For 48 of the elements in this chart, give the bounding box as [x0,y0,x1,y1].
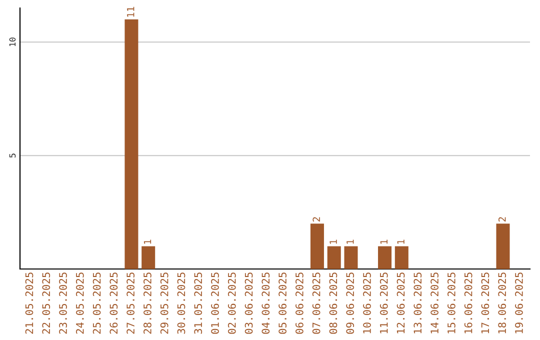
bar [310,224,324,269]
x-tick-label: 03.06.2025 [244,272,253,334]
data-label: 1 [380,240,388,244]
x-tick-label: 26.05.2025 [110,272,118,334]
x-tick-label: 11.06.2025 [380,272,388,334]
x-tick-label: 29.05.2025 [160,272,168,334]
data-label: 1 [346,240,354,244]
data-label: 1 [330,240,337,244]
x-tick-label: 15.06.2025 [447,272,456,334]
x-tick-label: 23.05.2025 [59,272,67,334]
bar [378,246,392,269]
data-label: 2 [498,217,506,222]
bar [124,19,138,269]
bar [142,246,156,269]
x-tick-label: 21.05.2025 [25,272,34,334]
x-tick-label: 01.06.2025 [211,272,219,334]
x-tick-label: 04.06.2025 [262,272,270,334]
x-tick-label: 08.06.2025 [329,272,338,334]
x-tick-label: 10.06.2025 [363,272,371,334]
y-tick-label: 10 [9,38,16,46]
data-label: 1 [144,240,152,244]
x-tick-label: 30.05.2025 [177,272,186,334]
x-tick-label: 05.06.2025 [278,272,286,334]
x-tick-label: 13.06.2025 [414,272,422,334]
data-label: 1 [397,240,404,244]
x-tick-label: 02.06.2025 [228,272,236,334]
data-label: 11 [127,6,134,17]
x-tick-label: 22.05.2025 [42,272,50,334]
x-tick-label: 09.06.2025 [346,272,354,334]
data-label: 2 [312,217,320,222]
x-tick-label: 12.06.2025 [396,272,405,334]
x-tick-label: 06.06.2025 [296,272,304,334]
x-tick-label: 24.05.2025 [76,272,84,334]
x-tick-label: 27.05.2025 [126,272,135,334]
bar [327,246,341,269]
x-tick-label: 14.06.2025 [430,272,438,334]
x-tick-label: 31.05.2025 [194,272,202,334]
bar [496,224,510,269]
x-tick-label: 18.06.2025 [498,272,506,334]
x-tick-label: 07.06.2025 [312,272,320,334]
y-tick-label: 5 [9,154,16,158]
bar [344,246,358,269]
x-tick-label: 19.06.2025 [515,272,523,334]
x-tick-label: 28.05.2025 [144,272,152,334]
x-tick-label: 17.06.2025 [481,272,490,334]
bar [394,246,408,269]
x-tick-label: 25.05.2025 [92,272,101,334]
x-tick-label: 16.06.2025 [464,272,472,334]
